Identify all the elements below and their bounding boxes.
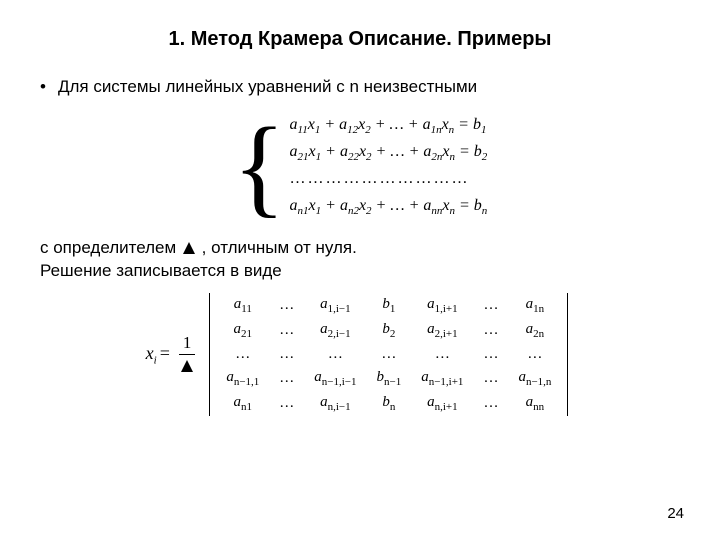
matrix-row: an−1,1…an−1,i−1bn−1an−1,i+1…an−1,n <box>216 366 561 391</box>
matrix-row: ………………… <box>216 343 561 366</box>
system-rows: a11x1 + a12x2 + … + a1nxn = b1 a21x1 + a… <box>290 112 488 220</box>
fraction-denominator <box>179 355 195 376</box>
system-row: a11x1 + a12x2 + … + a1nxn = b1 <box>290 112 488 139</box>
matrix-row: a11…a1,i−1b1a1,i+1…a1n <box>216 293 561 318</box>
para-line2: Решение записывается в виде <box>40 261 282 280</box>
system-row: an1x1 + an2x2 + … + annxn = bn <box>290 193 488 220</box>
page-number: 24 <box>667 505 684 522</box>
determinant-matrix: a11…a1,i−1b1a1,i+1…a1n a21…a2,i−1b2a2,i+… <box>216 293 561 416</box>
system-row: a21x1 + a22x2 + … + a2nxn = b2 <box>290 139 488 166</box>
matrix-row: a21…a2,i−1b2a2,i+1…a2n <box>216 318 561 343</box>
para-after: , отличным от нуля. <box>202 238 357 257</box>
triangle-icon <box>183 242 195 254</box>
bullet-icon: • <box>40 77 46 97</box>
det-bar-right <box>567 293 568 416</box>
determinant: a11…a1,i−1b1a1,i+1…a1n a21…a2,i−1b2a2,i+… <box>203 293 574 416</box>
system-row-dots: ………………………… <box>290 166 488 192</box>
intro-row: • Для системы линейных уравнений с n неи… <box>40 77 680 97</box>
fraction-numerator: 1 <box>179 333 196 355</box>
det-bar-left <box>209 293 210 416</box>
triangle-icon <box>181 360 193 372</box>
slide-title: 1. Метод Крамера Описание. Примеры <box>40 28 680 51</box>
left-brace-icon: { <box>233 111 286 221</box>
formula-lhs: xi= <box>146 343 173 367</box>
intro-text: Для системы линейных уравнений с n неизв… <box>58 77 477 97</box>
para-before: с определителем <box>40 238 176 257</box>
matrix-row: an1…an,i−1bnan,i+1…ann <box>216 391 561 416</box>
solution-formula: xi= 1 a11…a1,i−1b1a1,i+1…a1n a21…a2,i−1b… <box>40 293 680 416</box>
equation-system: { a11x1 + a12x2 + … + a1nxn = b1 a21x1 +… <box>40 111 680 221</box>
determinant-paragraph: с определителем , отличным от нуля. Реше… <box>40 237 680 283</box>
fraction: 1 <box>179 333 196 376</box>
